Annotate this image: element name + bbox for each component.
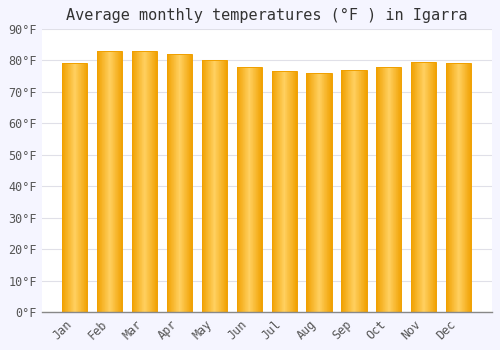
Bar [167,54,192,313]
Bar [97,51,122,313]
Bar [272,71,296,313]
Bar [376,66,402,313]
Bar [62,63,88,313]
Bar [411,62,436,313]
Bar [306,73,332,313]
Bar [132,51,157,313]
Bar [202,60,227,313]
Bar [446,63,471,313]
Bar [236,66,262,313]
Title: Average monthly temperatures (°F ) in Igarra: Average monthly temperatures (°F ) in Ig… [66,8,468,23]
Bar [342,70,366,313]
